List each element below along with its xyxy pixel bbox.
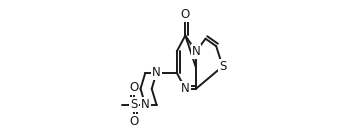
- Text: O: O: [129, 81, 139, 94]
- Text: N: N: [191, 45, 200, 58]
- Text: N: N: [152, 66, 161, 79]
- Text: O: O: [129, 115, 139, 128]
- Text: S: S: [130, 98, 138, 111]
- Text: S: S: [219, 60, 226, 73]
- Text: N: N: [181, 82, 190, 95]
- Text: N: N: [141, 98, 150, 111]
- Text: O: O: [181, 8, 190, 21]
